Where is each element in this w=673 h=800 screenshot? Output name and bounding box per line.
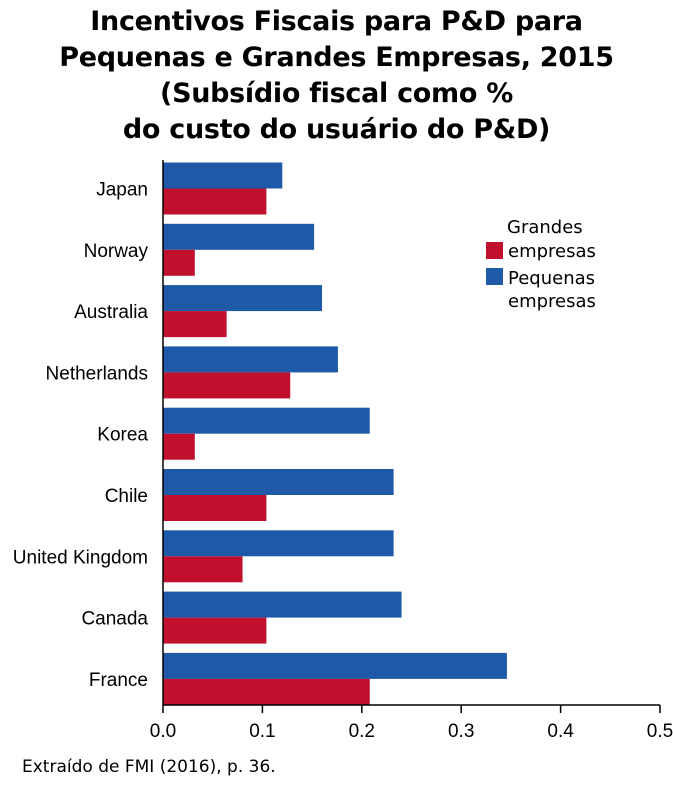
legend-label-small-line-1: Pequenas — [508, 268, 595, 289]
bar-small-chile — [163, 469, 394, 495]
category-label-netherlands: Netherlands — [46, 363, 148, 384]
category-label-canada: Canada — [81, 609, 148, 630]
bar-large-korea — [163, 433, 195, 460]
category-label-korea: Korea — [97, 425, 148, 446]
category-label-norway: Norway — [84, 241, 149, 262]
bar-small-france — [163, 652, 507, 679]
x-tick-label: 0.2 — [349, 721, 375, 742]
bar-small-netherlands — [163, 346, 338, 373]
chart-title-line-4: do custo do usuário do P&D) — [122, 114, 551, 145]
bar-large-norway — [163, 249, 195, 276]
legend-title: Grandes — [507, 217, 583, 238]
bar-small-japan — [163, 162, 283, 189]
bar-small-canada — [163, 591, 402, 618]
bar-small-korea — [163, 407, 370, 434]
category-label-united-kingdom: United Kingdom — [13, 547, 148, 568]
source-note: Extraído de FMI (2016), p. 36. — [22, 757, 276, 777]
x-tick-label: 0.1 — [249, 721, 275, 742]
bar-large-united-kingdom — [163, 556, 243, 583]
bar-large-australia — [163, 311, 227, 338]
category-label-chile: Chile — [105, 486, 148, 507]
bar-large-netherlands — [163, 372, 291, 399]
bar-small-australia — [163, 285, 323, 312]
category-label-australia: Australia — [74, 302, 148, 323]
chart-title-line-1: Incentivos Fiscais para P&D para — [90, 6, 583, 37]
bar-small-norway — [163, 223, 315, 250]
legend-label-large: empresas — [508, 241, 596, 262]
legend-label-small-line-2: empresas — [508, 291, 596, 312]
bar-large-japan — [163, 188, 267, 215]
legend-swatch-large — [486, 242, 503, 259]
chart-title-line-3: (Subsídio fiscal como % — [160, 78, 513, 109]
bar-large-france — [163, 678, 370, 705]
legend-swatch-small — [486, 268, 503, 285]
category-label-japan: Japan — [96, 180, 148, 201]
category-label-france: France — [89, 670, 148, 691]
x-tick-label: 0.5 — [647, 721, 673, 742]
bar-large-chile — [163, 495, 267, 521]
chart-title-line-2: Pequenas e Grandes Empresas, 2015 — [59, 42, 614, 73]
x-tick-label: 0.4 — [547, 721, 574, 742]
bar-small-united-kingdom — [163, 530, 394, 557]
bar-large-canada — [163, 617, 267, 644]
chart-title: Incentivos Fiscais para P&D para Pequena… — [0, 4, 673, 148]
x-tick-label: 0.3 — [448, 721, 474, 742]
x-tick-label: 0.0 — [150, 721, 176, 742]
